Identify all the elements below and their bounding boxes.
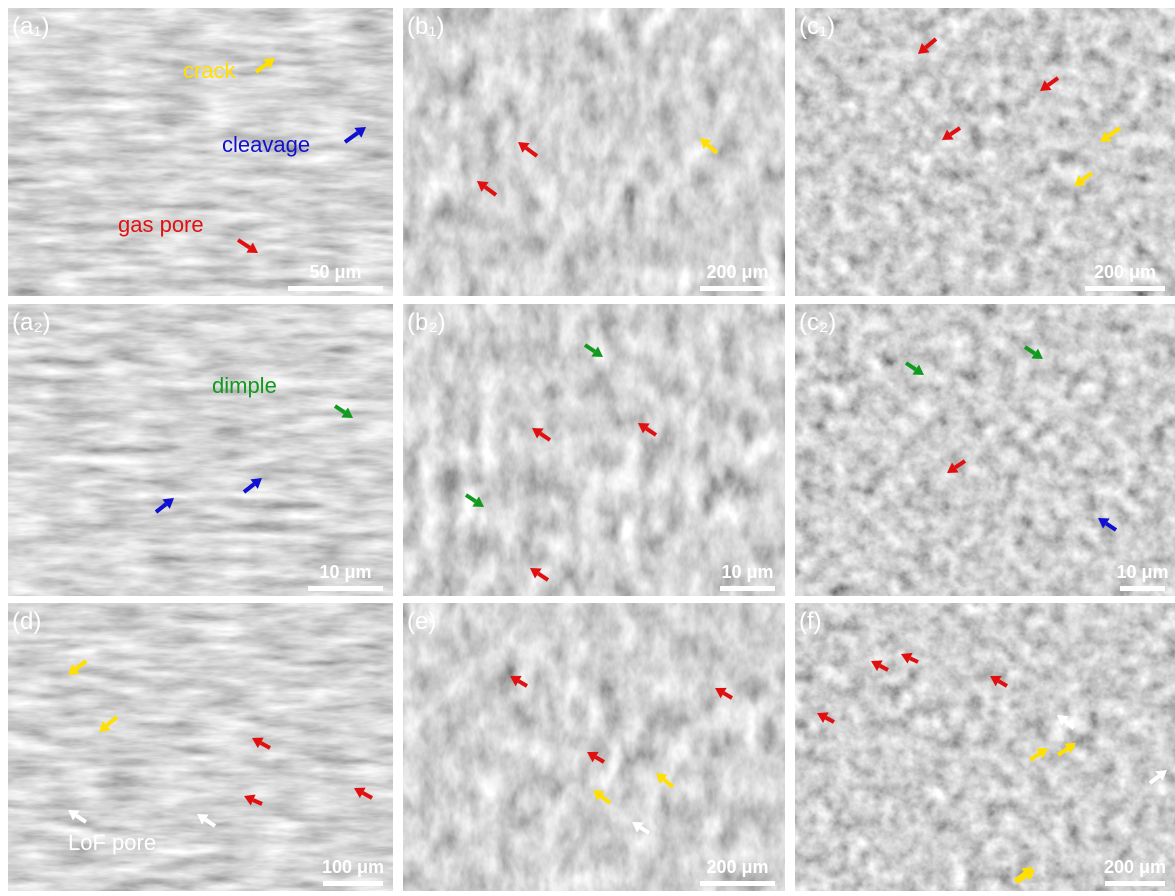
scale-bar — [700, 881, 775, 886]
scale-bar — [720, 586, 775, 591]
sem-image — [795, 603, 1175, 891]
scale-bar-label: 10 μm — [319, 562, 371, 582]
panel-label: (b₂) — [407, 309, 446, 336]
panel-label: (a₁) — [12, 13, 49, 40]
sem-panel: (a₂) 10 μm dimple — [8, 304, 393, 596]
panel-label: (f) — [799, 608, 822, 635]
scale-bar — [1120, 586, 1165, 591]
scale-bar-label: 200 μm — [706, 262, 768, 282]
panel-label: (d) — [12, 608, 41, 635]
sem-panel: (b₁) 200 μm — [403, 8, 785, 296]
sem-panel: (d) 100 μm LoF pore — [8, 603, 393, 891]
sem-image — [795, 8, 1175, 296]
annotation: cleavage — [222, 132, 310, 157]
scale-bar-label: 10 μm — [721, 562, 773, 582]
sem-panel: (c₁) 200 μm — [795, 8, 1175, 296]
scale-bar — [323, 881, 383, 886]
sem-image — [8, 8, 393, 296]
scale-bar-label: 200 μm — [706, 857, 768, 877]
panel-label: (a₂) — [12, 309, 51, 336]
sem-image — [8, 304, 393, 596]
sem-panel: (e) 200 μm — [403, 603, 785, 891]
sem-panel: (f) 200 μm — [795, 603, 1175, 891]
sem-image — [403, 8, 785, 296]
figure: (a₁) 50 μm crack cleavage gas pore (b₁) 200 μm… — [0, 0, 1175, 891]
scale-bar-label: 200 μm — [1094, 262, 1156, 282]
annotation: dimple — [212, 373, 277, 398]
sem-image — [403, 304, 785, 596]
scale-bar-label: 50 μm — [309, 262, 361, 282]
sem-image — [795, 304, 1175, 596]
panel-label: (b₁) — [407, 13, 444, 40]
scale-bar — [308, 586, 383, 591]
scale-bar-label: 200 μm — [1104, 857, 1166, 877]
sem-image — [403, 603, 785, 891]
sem-panel: (a₁) 50 μm crack cleavage gas pore — [8, 8, 393, 296]
sem-image — [8, 603, 393, 891]
panel-label: (c₂) — [799, 309, 836, 336]
scale-bar-label: 10 μm — [1116, 562, 1168, 582]
panel-label: (e) — [407, 608, 436, 635]
annotation: gas pore — [118, 212, 204, 237]
scale-bar — [1085, 286, 1165, 291]
sem-panel: (b₂) 10 μm — [403, 304, 785, 596]
scale-bar — [1105, 881, 1165, 886]
scale-bar — [700, 286, 775, 291]
panel-label: (c₁) — [799, 13, 835, 40]
sem-panel: (c₂) 10 μm — [795, 304, 1175, 596]
scale-bar-label: 100 μm — [322, 857, 384, 877]
annotation: crack — [183, 58, 237, 83]
annotation: LoF pore — [68, 830, 156, 855]
scale-bar — [288, 286, 383, 291]
